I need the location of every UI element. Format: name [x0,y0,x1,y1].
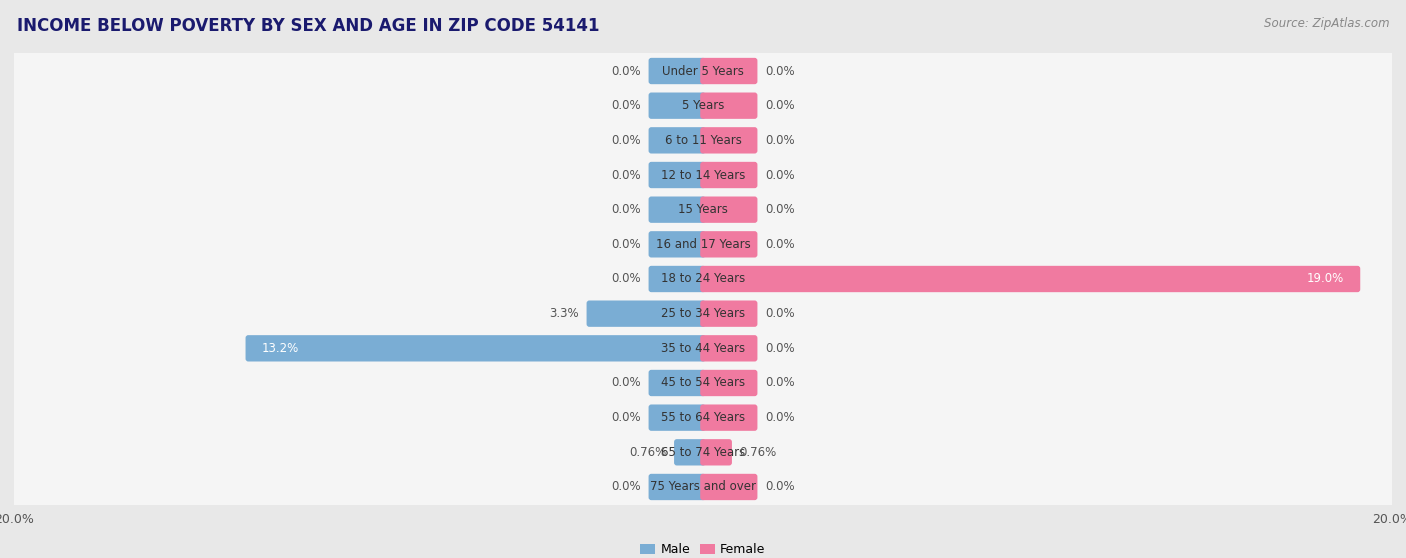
FancyBboxPatch shape [0,330,1406,367]
FancyBboxPatch shape [648,127,706,153]
FancyBboxPatch shape [648,58,706,84]
Text: 0.0%: 0.0% [765,377,794,389]
Text: 0.0%: 0.0% [765,134,794,147]
FancyBboxPatch shape [0,122,1406,158]
FancyBboxPatch shape [700,196,758,223]
FancyBboxPatch shape [0,227,1406,262]
FancyBboxPatch shape [0,53,1406,89]
Text: INCOME BELOW POVERTY BY SEX AND AGE IN ZIP CODE 54141: INCOME BELOW POVERTY BY SEX AND AGE IN Z… [17,17,599,35]
Text: 16 and 17 Years: 16 and 17 Years [655,238,751,251]
FancyBboxPatch shape [700,405,758,431]
FancyBboxPatch shape [0,434,1406,470]
FancyBboxPatch shape [700,162,758,188]
Text: 0.0%: 0.0% [612,238,641,251]
Text: 3.3%: 3.3% [550,307,579,320]
Text: Under 5 Years: Under 5 Years [662,65,744,78]
FancyBboxPatch shape [0,400,1406,436]
Text: 0.0%: 0.0% [612,65,641,78]
Text: 6 to 11 Years: 6 to 11 Years [665,134,741,147]
Text: 0.76%: 0.76% [740,446,776,459]
Text: 0.0%: 0.0% [612,169,641,181]
FancyBboxPatch shape [0,157,1406,193]
Text: 0.0%: 0.0% [765,99,794,112]
FancyBboxPatch shape [648,474,706,500]
Text: 65 to 74 Years: 65 to 74 Years [661,446,745,459]
FancyBboxPatch shape [700,439,733,465]
Text: 75 Years and over: 75 Years and over [650,480,756,493]
Text: 0.0%: 0.0% [765,65,794,78]
FancyBboxPatch shape [586,301,706,327]
FancyBboxPatch shape [648,405,706,431]
Text: 5 Years: 5 Years [682,99,724,112]
Text: 45 to 54 Years: 45 to 54 Years [661,377,745,389]
FancyBboxPatch shape [700,127,758,153]
Text: 0.0%: 0.0% [612,411,641,424]
FancyBboxPatch shape [648,196,706,223]
FancyBboxPatch shape [0,88,1406,124]
Text: Source: ZipAtlas.com: Source: ZipAtlas.com [1264,17,1389,30]
FancyBboxPatch shape [700,474,758,500]
Text: 35 to 44 Years: 35 to 44 Years [661,342,745,355]
FancyBboxPatch shape [700,93,758,119]
Text: 0.0%: 0.0% [612,203,641,216]
Text: 0.0%: 0.0% [612,134,641,147]
FancyBboxPatch shape [0,261,1406,297]
Text: 0.0%: 0.0% [612,377,641,389]
Text: 13.2%: 13.2% [262,342,299,355]
Text: 0.0%: 0.0% [765,203,794,216]
FancyBboxPatch shape [700,231,758,257]
Text: 0.0%: 0.0% [765,169,794,181]
Text: 0.0%: 0.0% [612,480,641,493]
Text: 0.76%: 0.76% [630,446,666,459]
Text: 0.0%: 0.0% [765,238,794,251]
Text: 0.0%: 0.0% [765,411,794,424]
Text: 0.0%: 0.0% [612,99,641,112]
Text: 0.0%: 0.0% [612,272,641,286]
Text: 0.0%: 0.0% [765,480,794,493]
FancyBboxPatch shape [700,266,1360,292]
Text: 0.0%: 0.0% [765,342,794,355]
FancyBboxPatch shape [700,301,758,327]
Text: 19.0%: 19.0% [1306,272,1344,286]
FancyBboxPatch shape [700,335,758,362]
FancyBboxPatch shape [648,370,706,396]
FancyBboxPatch shape [0,365,1406,401]
FancyBboxPatch shape [0,469,1406,505]
FancyBboxPatch shape [700,58,758,84]
Text: 15 Years: 15 Years [678,203,728,216]
Text: 0.0%: 0.0% [765,307,794,320]
FancyBboxPatch shape [648,93,706,119]
Text: 55 to 64 Years: 55 to 64 Years [661,411,745,424]
Legend: Male, Female: Male, Female [636,538,770,558]
FancyBboxPatch shape [648,231,706,257]
FancyBboxPatch shape [648,266,706,292]
Text: 25 to 34 Years: 25 to 34 Years [661,307,745,320]
FancyBboxPatch shape [246,335,706,362]
FancyBboxPatch shape [0,296,1406,331]
Text: 12 to 14 Years: 12 to 14 Years [661,169,745,181]
FancyBboxPatch shape [648,162,706,188]
Text: 18 to 24 Years: 18 to 24 Years [661,272,745,286]
FancyBboxPatch shape [700,370,758,396]
FancyBboxPatch shape [673,439,706,465]
FancyBboxPatch shape [0,191,1406,228]
